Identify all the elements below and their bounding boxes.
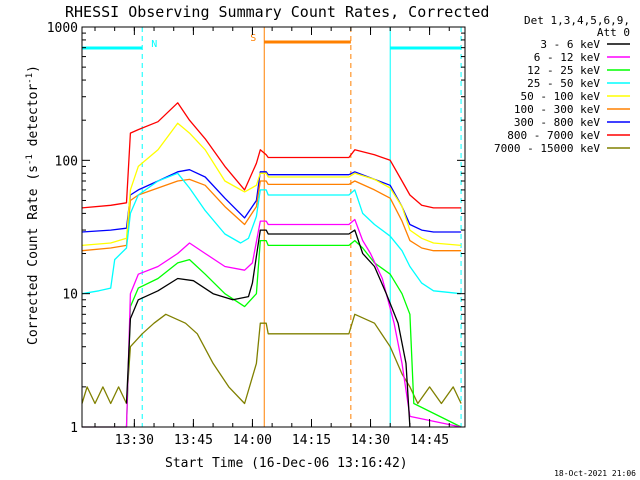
x-tick-label: 14:30	[351, 433, 390, 448]
legend-label: 25 - 50 keV	[527, 77, 600, 90]
legend-title: Det 1,3,4,5,6,9,Att 0	[524, 14, 630, 39]
legend-label: 6 - 12 keV	[534, 51, 601, 64]
legend-label: 300 - 800 keV	[514, 116, 600, 129]
series-lines	[81, 102, 462, 428]
legend-title-line: Det 1,3,4,5,6,9,	[524, 14, 630, 27]
x-tick-label: 14:15	[292, 433, 331, 448]
y-axis-label-mid: detector	[26, 84, 41, 155]
x-tick-label: 13:45	[174, 433, 213, 448]
series-line-50-100-kev	[81, 122, 462, 247]
y-axis-label-sup2: -1	[25, 73, 35, 84]
legend-title-line: Att 0	[597, 26, 630, 39]
x-axis-label: Start Time (16-Dec-06 13:16:42)	[165, 456, 408, 471]
y-axis-label-end: )	[26, 65, 41, 73]
chart-title: RHESSI Observing Summary Count Rates, Co…	[65, 3, 489, 21]
y-tick-label: 1000	[47, 21, 78, 36]
series-line-7000-15000-kev	[81, 313, 462, 405]
legend-label: 3 - 6 keV	[540, 38, 600, 51]
y-axis-label-main: Corrected Count Rate (s	[26, 165, 41, 345]
timestamp-footer: 18-Oct-2021 21:06	[554, 469, 636, 478]
series-line-25-50-kev	[81, 172, 462, 295]
plot-frame	[81, 26, 466, 428]
y-tick-label: 1	[70, 421, 78, 436]
y-tick-label: 10	[62, 288, 78, 303]
x-tick-label: 14:00	[233, 433, 272, 448]
axes: 13:30 13:45 14:00 14:15 14:30 14:45 1 10 100 1000	[47, 21, 465, 448]
legend-label: 800 - 7000 keV	[507, 129, 600, 142]
legend-label: 100 - 300 keV	[514, 103, 600, 116]
series-line-12-25-kev	[82, 239, 462, 428]
y-tick-label: 100	[55, 154, 78, 169]
legend-label: 50 - 100 keV	[521, 90, 601, 103]
y-axis-label-sup1: -1	[25, 154, 35, 165]
series-line-800-7000-kev	[81, 102, 462, 209]
series-line-100-300-kev	[81, 178, 462, 252]
instrument-flags: NS	[82, 27, 462, 427]
legend-label: 12 - 25 keV	[527, 64, 600, 77]
flag-label-s: S	[250, 33, 256, 44]
series-line-3-6-kev	[125, 229, 411, 428]
x-tick-label: 13:30	[115, 433, 154, 448]
y-axis-label: Corrected Count Rate (s-1 detector-1)	[25, 65, 41, 345]
flag-label-n: N	[151, 39, 157, 50]
x-tick-label: 14:45	[410, 433, 449, 448]
legend-label: 7000 - 15000 keV	[494, 142, 600, 155]
